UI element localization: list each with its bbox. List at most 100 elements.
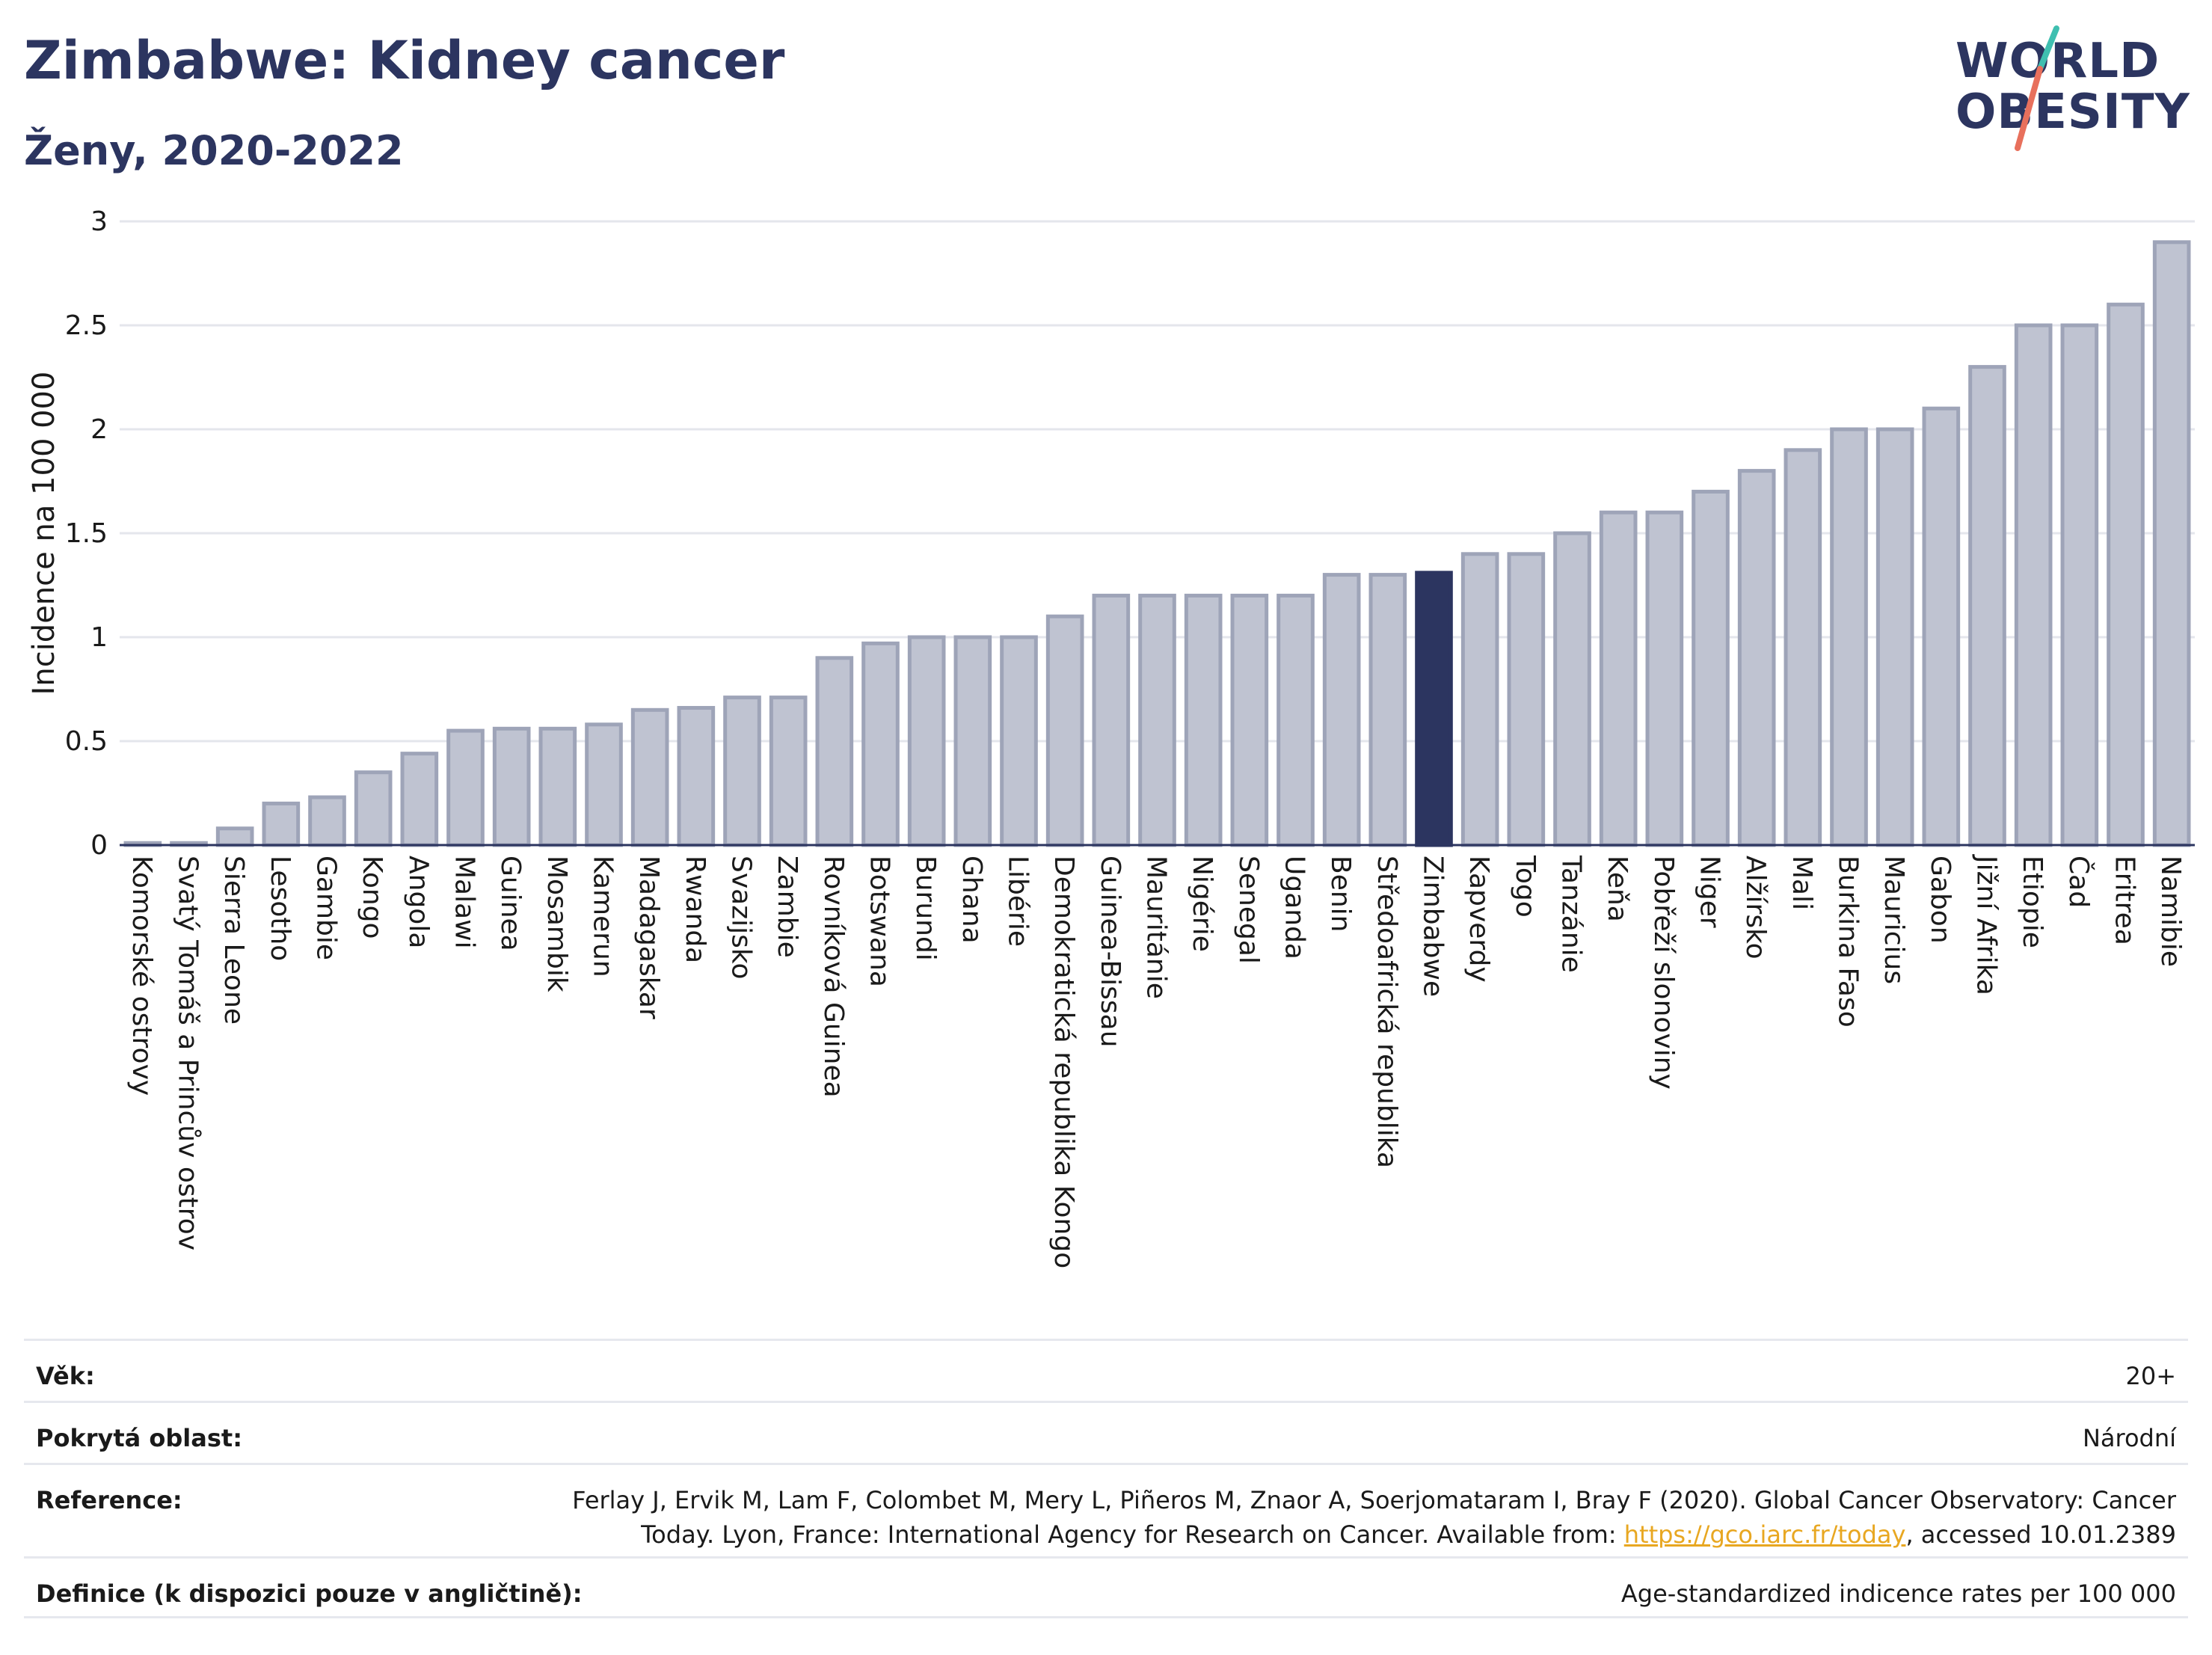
bar bbox=[1000, 635, 1038, 847]
x-tick-label: Gabon bbox=[1925, 856, 1956, 944]
metadata-table: Věk: 20+ Pokrytá oblast: Národní Referen… bbox=[24, 1339, 2188, 1618]
x-tick-label: Tanzánie bbox=[1556, 855, 1587, 973]
bar bbox=[2014, 323, 2053, 847]
chart-subtitle: Ženy, 2020-2022 bbox=[24, 127, 404, 174]
x-tick-label: Demokratická republika Kongo bbox=[1048, 856, 1079, 1268]
x-tick-label: Kamerun bbox=[588, 856, 618, 977]
logo-slash-icon bbox=[2015, 25, 2059, 151]
chart-title: Zimbabwe: Kidney cancer bbox=[24, 30, 785, 91]
meta-row-coverage: Pokrytá oblast: Národní bbox=[24, 1401, 2188, 1463]
bar bbox=[308, 795, 346, 847]
bar bbox=[953, 635, 992, 847]
bar bbox=[1692, 489, 1730, 847]
bar bbox=[1276, 593, 1315, 847]
y-tick-label: 1.5 bbox=[65, 518, 108, 549]
meta-value-definition: Age-standardized indicence rates per 100… bbox=[1620, 1579, 2176, 1608]
x-tick-label: Lesotho bbox=[265, 856, 295, 961]
x-tick-label: Botswana bbox=[864, 856, 895, 987]
x-tick-label: Eritrea bbox=[2110, 856, 2140, 945]
bar bbox=[1045, 614, 1084, 847]
x-tick-label: Alžírsko bbox=[1740, 856, 1771, 959]
x-tick-label: Zimbabwe bbox=[1418, 856, 1448, 997]
x-tick-label: Komorské ostrovy bbox=[126, 856, 157, 1096]
bar bbox=[1830, 427, 1868, 847]
bar bbox=[1138, 593, 1176, 847]
world-obesity-logo: WORLD OBESITY bbox=[1956, 22, 2195, 157]
bar bbox=[861, 641, 900, 847]
bar bbox=[1368, 573, 1407, 847]
x-tick-label: Namibie bbox=[2155, 856, 2186, 967]
x-tick-label: Niger bbox=[1695, 856, 1725, 928]
bar bbox=[538, 726, 577, 847]
x-tick-label: Etiopie bbox=[2017, 856, 2047, 948]
meta-value-age: 20+ bbox=[2125, 1362, 2176, 1390]
y-tick-label: 2 bbox=[90, 414, 108, 445]
bar bbox=[723, 696, 761, 847]
bar bbox=[1875, 427, 1914, 847]
bar bbox=[1737, 469, 1776, 847]
y-tick-label: 1 bbox=[90, 622, 108, 653]
x-tick-label: Mauritánie bbox=[1141, 856, 1172, 999]
x-tick-label: Togo bbox=[1510, 855, 1540, 918]
x-tick-label: Kongo bbox=[357, 856, 387, 939]
x-tick-label: Svazijsko bbox=[726, 856, 757, 979]
bar bbox=[2152, 240, 2191, 847]
x-tick-label: Senegal bbox=[1233, 856, 1264, 964]
bar bbox=[2060, 323, 2099, 847]
x-tick-label: Burkina Faso bbox=[1833, 856, 1864, 1028]
x-tick-label: Kapverdy bbox=[1463, 856, 1494, 983]
bar bbox=[215, 826, 254, 847]
x-tick-label: Uganda bbox=[1279, 856, 1310, 959]
x-tick-label: Madagaskar bbox=[633, 856, 664, 1019]
x-tick-label: Guinea bbox=[495, 856, 526, 951]
x-tick-label: Benin bbox=[1325, 856, 1356, 932]
x-tick-label: Mauricius bbox=[1878, 856, 1909, 984]
y-axis-label: Incidence na 100 000 bbox=[27, 372, 61, 696]
meta-row-reference: Reference: Ferlay J, Ervik M, Lam F, Col… bbox=[24, 1463, 2188, 1556]
x-tick-label: Keňa bbox=[1602, 856, 1632, 922]
bar bbox=[1553, 531, 1591, 847]
meta-row-definition: Definice (k dispozici pouze v angličtině… bbox=[24, 1556, 2188, 1618]
meta-label-definition: Definice (k dispozici pouze v angličtině… bbox=[36, 1579, 583, 1608]
bar bbox=[1784, 448, 1822, 847]
x-tick-label: Středoafrická republika bbox=[1371, 856, 1402, 1168]
y-tick-label: 3 bbox=[90, 206, 108, 237]
x-tick-label: Mali bbox=[1787, 856, 1817, 910]
reference-text: Ferlay J, Ervik M, Lam F, Colombet M, Me… bbox=[572, 1486, 2176, 1549]
meta-row-age: Věk: 20+ bbox=[24, 1339, 2188, 1401]
bar bbox=[2107, 302, 2145, 847]
meta-value-reference: Ferlay J, Ervik M, Lam F, Colombet M, Me… bbox=[568, 1483, 2176, 1552]
bar bbox=[400, 752, 439, 847]
x-tick-label: Rovníková Guinea bbox=[818, 856, 849, 1098]
bar bbox=[1184, 593, 1223, 847]
bar bbox=[1922, 406, 1961, 847]
reference-link[interactable]: https://gco.iarc.fr/today bbox=[1623, 1520, 1906, 1549]
bar bbox=[262, 801, 301, 847]
meta-label-age: Věk: bbox=[36, 1362, 95, 1390]
x-tick-label: Guinea-Bissau bbox=[1095, 856, 1125, 1048]
x-tick-label: Zambie bbox=[772, 856, 802, 958]
x-tick-label: Nigérie bbox=[1187, 856, 1217, 952]
x-tick-label: Mosambik bbox=[541, 856, 572, 992]
x-tick-label: Malawi bbox=[449, 856, 480, 949]
bar bbox=[1968, 365, 2006, 847]
y-tick-label: 0.5 bbox=[65, 726, 108, 757]
bar bbox=[815, 656, 854, 847]
bar bbox=[907, 635, 946, 847]
bar bbox=[1645, 510, 1684, 847]
meta-label-reference: Reference: bbox=[36, 1486, 182, 1514]
x-tick-label: Burundi bbox=[910, 856, 941, 961]
logo-line-2: OBESITY bbox=[1956, 85, 2190, 140]
bar bbox=[1322, 573, 1361, 847]
bar bbox=[1599, 510, 1638, 847]
bar-chart: 0 0.5 1 1.5 2 2.5 3 Incidence na 100 000 Komorsk… bbox=[27, 206, 2195, 1268]
bar bbox=[677, 706, 716, 847]
bar bbox=[1230, 593, 1269, 847]
x-tick-label: Ghana bbox=[956, 856, 987, 944]
x-tick-label: Pobřeží slonoviny bbox=[1648, 856, 1679, 1090]
bar bbox=[1507, 552, 1546, 847]
x-tick-label: Svatý Tomáš a Princův ostrov bbox=[173, 856, 203, 1250]
bar bbox=[585, 722, 623, 847]
x-tick-label: Libérie bbox=[1003, 856, 1033, 947]
bar bbox=[769, 696, 808, 847]
